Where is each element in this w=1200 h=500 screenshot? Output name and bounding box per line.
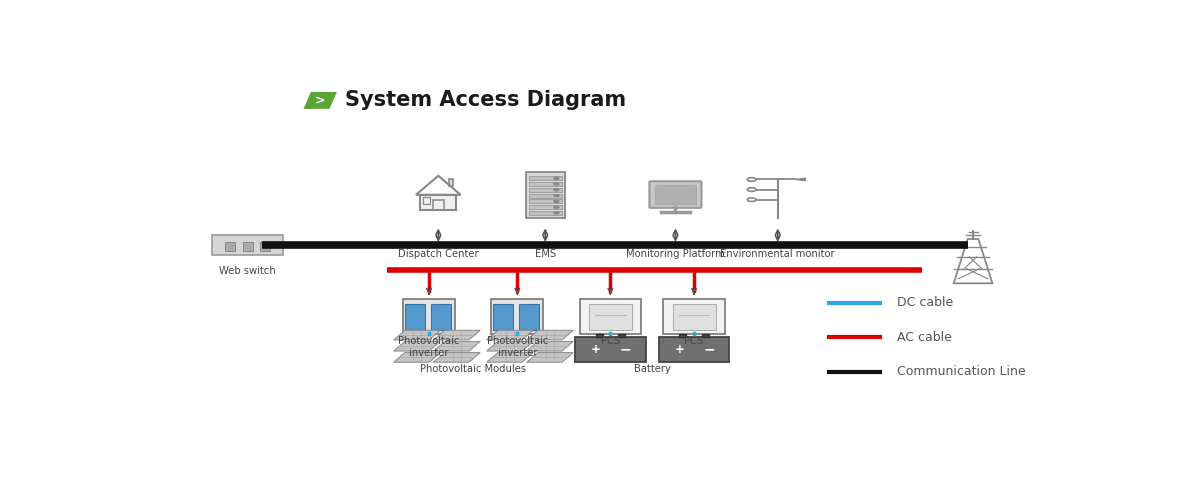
Polygon shape — [527, 352, 574, 362]
Polygon shape — [433, 342, 480, 351]
FancyBboxPatch shape — [520, 304, 539, 330]
FancyBboxPatch shape — [575, 337, 646, 362]
FancyBboxPatch shape — [420, 195, 456, 210]
Text: Photovoltaic Modules: Photovoltaic Modules — [420, 364, 527, 374]
FancyBboxPatch shape — [528, 188, 562, 192]
Text: −: − — [703, 342, 715, 356]
Text: System Access Diagram: System Access Diagram — [346, 90, 626, 110]
Circle shape — [554, 206, 559, 208]
Polygon shape — [796, 178, 805, 180]
Text: Environmental monitor: Environmental monitor — [720, 248, 835, 258]
Text: AC cable: AC cable — [896, 330, 952, 344]
FancyBboxPatch shape — [580, 298, 641, 334]
Circle shape — [554, 189, 559, 191]
Polygon shape — [449, 179, 454, 186]
Text: Web switch: Web switch — [220, 266, 276, 276]
Text: Communication Line: Communication Line — [896, 366, 1026, 378]
FancyBboxPatch shape — [226, 242, 235, 251]
Polygon shape — [433, 330, 480, 340]
FancyBboxPatch shape — [491, 298, 544, 334]
FancyBboxPatch shape — [649, 182, 702, 208]
FancyBboxPatch shape — [212, 235, 283, 255]
Text: PCS: PCS — [684, 336, 703, 346]
Text: EMS: EMS — [535, 248, 556, 258]
Polygon shape — [394, 352, 440, 362]
Text: Photovoltaic
inverter: Photovoltaic inverter — [398, 336, 460, 358]
Circle shape — [554, 194, 559, 196]
FancyBboxPatch shape — [672, 304, 715, 330]
Circle shape — [554, 212, 559, 214]
Polygon shape — [394, 330, 440, 340]
FancyBboxPatch shape — [406, 304, 425, 330]
FancyBboxPatch shape — [528, 176, 562, 180]
FancyBboxPatch shape — [618, 334, 625, 337]
Text: Photovoltaic
inverter: Photovoltaic inverter — [487, 336, 548, 358]
Text: PCS: PCS — [601, 336, 620, 346]
Text: +: + — [590, 342, 600, 355]
Polygon shape — [487, 342, 533, 351]
FancyBboxPatch shape — [493, 304, 512, 330]
FancyBboxPatch shape — [528, 211, 562, 215]
Circle shape — [554, 183, 559, 185]
Circle shape — [554, 178, 559, 180]
FancyBboxPatch shape — [403, 298, 455, 334]
FancyBboxPatch shape — [664, 298, 725, 334]
FancyBboxPatch shape — [528, 182, 562, 186]
Polygon shape — [487, 330, 533, 340]
Polygon shape — [487, 352, 533, 362]
Polygon shape — [527, 342, 574, 351]
Text: Battery: Battery — [634, 364, 671, 374]
FancyBboxPatch shape — [528, 205, 562, 209]
FancyBboxPatch shape — [655, 184, 696, 204]
Text: Dispatch Center: Dispatch Center — [398, 248, 479, 258]
Text: Monitoring Platform: Monitoring Platform — [626, 248, 725, 258]
Text: DC cable: DC cable — [896, 296, 953, 309]
FancyBboxPatch shape — [526, 172, 565, 218]
FancyBboxPatch shape — [702, 334, 709, 337]
FancyBboxPatch shape — [260, 242, 270, 251]
Polygon shape — [527, 330, 574, 340]
FancyBboxPatch shape — [431, 304, 451, 330]
FancyBboxPatch shape — [679, 334, 686, 337]
Polygon shape — [394, 342, 440, 351]
FancyBboxPatch shape — [659, 337, 730, 362]
FancyBboxPatch shape — [589, 304, 632, 330]
Polygon shape — [304, 92, 337, 109]
Text: −: − — [619, 342, 631, 356]
Polygon shape — [433, 352, 480, 362]
FancyBboxPatch shape — [242, 242, 252, 251]
Text: >: > — [314, 94, 325, 107]
FancyBboxPatch shape — [595, 334, 602, 337]
Text: +: + — [674, 342, 684, 355]
FancyBboxPatch shape — [528, 200, 562, 203]
Circle shape — [554, 200, 559, 202]
FancyBboxPatch shape — [528, 194, 562, 198]
